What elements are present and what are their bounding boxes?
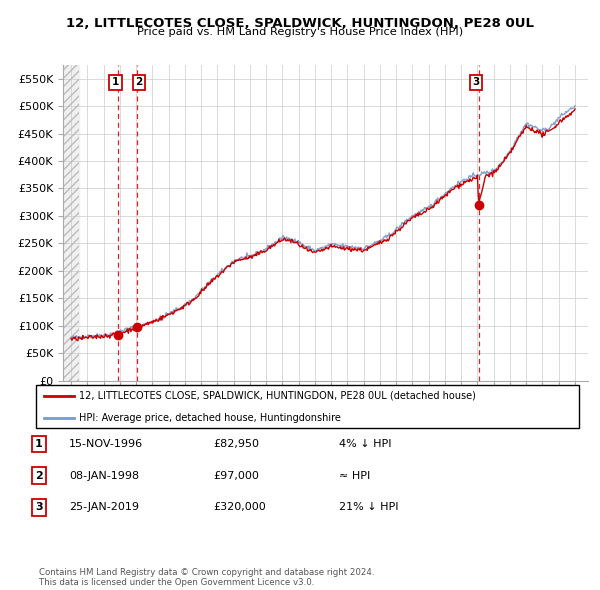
Text: £97,000: £97,000 bbox=[213, 471, 259, 480]
Bar bbox=[63, 65, 79, 381]
Text: HPI: Average price, detached house, Huntingdonshire: HPI: Average price, detached house, Hunt… bbox=[79, 414, 341, 424]
Text: 3: 3 bbox=[35, 503, 43, 512]
Text: 21% ↓ HPI: 21% ↓ HPI bbox=[339, 503, 398, 512]
Text: 4% ↓ HPI: 4% ↓ HPI bbox=[339, 439, 391, 448]
Text: £320,000: £320,000 bbox=[213, 503, 266, 512]
Text: 1: 1 bbox=[35, 439, 43, 448]
Text: 25-JAN-2019: 25-JAN-2019 bbox=[69, 503, 139, 512]
Text: 15-NOV-1996: 15-NOV-1996 bbox=[69, 439, 143, 448]
Text: 3: 3 bbox=[473, 77, 480, 87]
Text: £82,950: £82,950 bbox=[213, 439, 259, 448]
Text: 08-JAN-1998: 08-JAN-1998 bbox=[69, 471, 139, 480]
Text: 12, LITTLECOTES CLOSE, SPALDWICK, HUNTINGDON, PE28 0UL (detached house): 12, LITTLECOTES CLOSE, SPALDWICK, HUNTIN… bbox=[79, 391, 476, 401]
Text: 12, LITTLECOTES CLOSE, SPALDWICK, HUNTINGDON, PE28 0UL: 12, LITTLECOTES CLOSE, SPALDWICK, HUNTIN… bbox=[66, 17, 534, 30]
Text: 1: 1 bbox=[112, 77, 119, 87]
Text: ≈ HPI: ≈ HPI bbox=[339, 471, 370, 480]
Text: 2: 2 bbox=[136, 77, 143, 87]
Text: Price paid vs. HM Land Registry's House Price Index (HPI): Price paid vs. HM Land Registry's House … bbox=[137, 27, 463, 37]
Text: Contains HM Land Registry data © Crown copyright and database right 2024.
This d: Contains HM Land Registry data © Crown c… bbox=[39, 568, 374, 587]
Text: 2: 2 bbox=[35, 471, 43, 480]
Bar bbox=[63, 65, 79, 381]
